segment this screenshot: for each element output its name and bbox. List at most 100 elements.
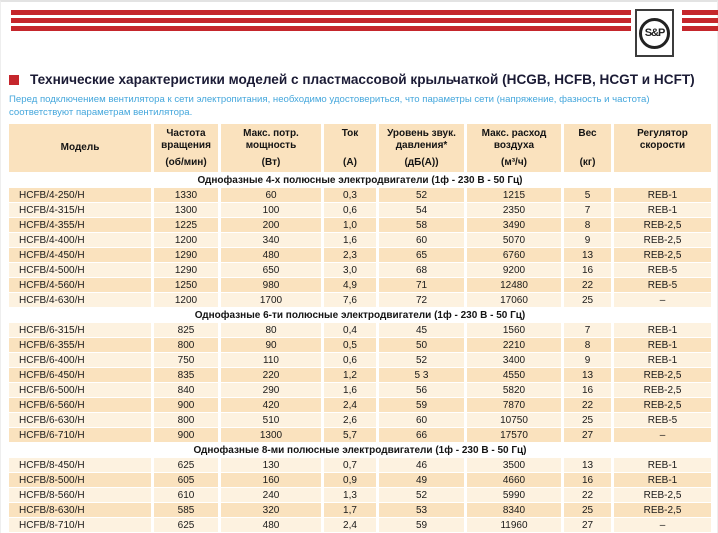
model-cell: HCFB/6-450/H	[9, 368, 154, 383]
banner-stripes-right	[682, 10, 718, 34]
value-cell: 340	[221, 233, 324, 248]
value-cell: REB-5	[614, 413, 711, 428]
value-cell: 27	[564, 518, 614, 533]
table-row: HCFB/4-560/H 1250 980 4,9 71 12480 22 REB-5	[9, 278, 711, 293]
value-cell: 16	[564, 263, 614, 278]
value-cell: 1250	[154, 278, 221, 293]
table-row: HCFB/8-630/H 585 320 1,7 53 8340 25 REB-2,5	[9, 503, 711, 518]
value-cell: –	[614, 428, 711, 443]
value-cell: 49	[379, 473, 467, 488]
value-cell: 66	[379, 428, 467, 443]
value-cell: 59	[379, 518, 467, 533]
value-cell: 0,5	[324, 338, 379, 353]
value-cell: 50	[379, 338, 467, 353]
value-cell: 56	[379, 383, 467, 398]
value-cell: 1,0	[324, 218, 379, 233]
value-cell: 0,6	[324, 203, 379, 218]
value-cell: 27	[564, 428, 614, 443]
value-cell: 1225	[154, 218, 221, 233]
value-cell: 7,6	[324, 293, 379, 308]
value-cell: 6760	[467, 248, 564, 263]
red-stripe	[682, 26, 718, 31]
value-cell: 420	[221, 398, 324, 413]
sp-logo: S&P	[635, 9, 674, 57]
value-cell: 60	[379, 233, 467, 248]
table-row: HCFB/8-450/H 625 130 0,7 46 3500 13 REB-1	[9, 458, 711, 473]
model-cell: HCFB/6-500/H	[9, 383, 154, 398]
col-unit: (м³/ч)	[501, 156, 527, 168]
value-cell: 900	[154, 398, 221, 413]
section-header-row: Однофазные 6-ти полюсные электродвигател…	[9, 308, 711, 323]
col-label: Ток	[341, 128, 359, 139]
value-cell: 2,4	[324, 518, 379, 533]
value-cell: 0,3	[324, 188, 379, 203]
value-cell: 800	[154, 338, 221, 353]
value-cell: 9200	[467, 263, 564, 278]
value-cell: REB-2,5	[614, 233, 711, 248]
value-cell: 5820	[467, 383, 564, 398]
value-cell: 4660	[467, 473, 564, 488]
model-cell: HCFB/4-355/H	[9, 218, 154, 233]
table-row: HCFB/6-500/H 840 290 1,6 56 5820 16 REB-2,5	[9, 383, 711, 398]
value-cell: 7	[564, 323, 614, 338]
value-cell: 13	[564, 458, 614, 473]
value-cell: 2,3	[324, 248, 379, 263]
spec-table: Модель Частота вращения (об/мин) Макс. по…	[9, 124, 711, 533]
value-cell: 2,6	[324, 413, 379, 428]
section-header-label: Однофазные 6-ти полюсные электродвигател…	[9, 308, 711, 323]
col-header-weight: Вес (кг)	[564, 124, 614, 173]
value-cell: –	[614, 518, 711, 533]
table-row: HCFB/6-400/H 750 110 0,6 52 3400 9 REB-1	[9, 353, 711, 368]
model-cell: HCFB/8-500/H	[9, 473, 154, 488]
value-cell: 1,7	[324, 503, 379, 518]
intro-note: Перед подключением вентилятора к сети эл…	[9, 94, 650, 118]
value-cell: 0,7	[324, 458, 379, 473]
value-cell: 45	[379, 323, 467, 338]
value-cell: 510	[221, 413, 324, 428]
value-cell: 16	[564, 383, 614, 398]
col-label: Вес	[578, 128, 597, 139]
value-cell: 25	[564, 293, 614, 308]
value-cell: 54	[379, 203, 467, 218]
value-cell: 585	[154, 503, 221, 518]
table-row: HCFB/4-450/H 1290 480 2,3 65 6760 13 REB-2,5	[9, 248, 711, 263]
value-cell: 59	[379, 398, 467, 413]
value-cell: 1,6	[324, 233, 379, 248]
value-cell: 3490	[467, 218, 564, 233]
value-cell: 110	[221, 353, 324, 368]
section-title-row: Технические характеристики моделей с пла…	[9, 72, 709, 87]
red-stripe	[11, 10, 631, 15]
value-cell: 2350	[467, 203, 564, 218]
value-cell: 12480	[467, 278, 564, 293]
model-cell: HCFB/4-630/H	[9, 293, 154, 308]
banner-stripes-left	[11, 10, 631, 34]
value-cell: 900	[154, 428, 221, 443]
value-cell: 1,3	[324, 488, 379, 503]
section-header-label: Однофазные 4-х полюсные электродвигатели…	[9, 173, 711, 188]
value-cell: 1200	[154, 293, 221, 308]
value-cell: 3,0	[324, 263, 379, 278]
value-cell: 835	[154, 368, 221, 383]
model-cell: HCFB/6-315/H	[9, 323, 154, 338]
value-cell: 13	[564, 248, 614, 263]
model-cell: HCFB/4-315/H	[9, 203, 154, 218]
value-cell: 25	[564, 413, 614, 428]
col-header-airflow: Макс. расход воздуха (м³/ч)	[467, 124, 564, 173]
value-cell: 5 3	[379, 368, 467, 383]
value-cell: 130	[221, 458, 324, 473]
value-cell: REB-5	[614, 263, 711, 278]
value-cell: 60	[379, 413, 467, 428]
value-cell: 22	[564, 488, 614, 503]
value-cell: REB-2,5	[614, 368, 711, 383]
value-cell: 1330	[154, 188, 221, 203]
value-cell: 480	[221, 518, 324, 533]
brand-banner: S&P	[1, 2, 718, 60]
value-cell: 22	[564, 398, 614, 413]
value-cell: REB-2,5	[614, 248, 711, 263]
value-cell: 2,4	[324, 398, 379, 413]
value-cell: 980	[221, 278, 324, 293]
value-cell: 52	[379, 188, 467, 203]
model-cell: HCFB/8-710/H	[9, 518, 154, 533]
col-header-regulator: Регулятор скорости	[614, 124, 711, 173]
value-cell: 60	[221, 188, 324, 203]
